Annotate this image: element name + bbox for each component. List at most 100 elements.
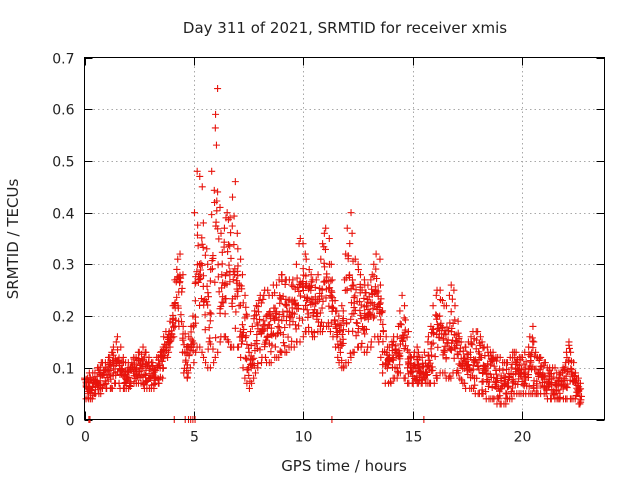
data-point bbox=[283, 348, 291, 356]
data-point bbox=[273, 281, 281, 289]
data-point bbox=[362, 325, 370, 333]
data-point bbox=[238, 321, 246, 329]
data-point bbox=[221, 272, 229, 280]
data-point bbox=[295, 287, 303, 295]
data-point bbox=[114, 356, 122, 364]
data-point bbox=[422, 368, 430, 376]
data-point bbox=[396, 307, 404, 315]
data-point bbox=[212, 141, 220, 149]
data-point bbox=[361, 330, 369, 338]
data-point bbox=[302, 255, 310, 263]
data-point bbox=[233, 277, 241, 285]
data-point bbox=[369, 304, 377, 312]
data-point bbox=[294, 304, 302, 312]
data-point bbox=[532, 365, 540, 373]
data-point bbox=[470, 384, 478, 392]
data-point bbox=[218, 248, 226, 256]
data-point bbox=[331, 297, 339, 305]
data-point bbox=[301, 250, 309, 258]
data-point bbox=[525, 382, 533, 390]
data-point bbox=[425, 361, 433, 369]
data-point bbox=[212, 334, 220, 342]
data-point bbox=[327, 260, 335, 268]
y-tick-label: 0.1 bbox=[52, 362, 74, 378]
data-point bbox=[227, 254, 235, 262]
data-point bbox=[299, 287, 307, 295]
data-point bbox=[355, 324, 363, 332]
data-point bbox=[159, 364, 167, 372]
data-point bbox=[512, 348, 520, 356]
data-point bbox=[358, 339, 366, 347]
data-point bbox=[178, 288, 186, 296]
data-point bbox=[468, 341, 476, 349]
data-point bbox=[172, 316, 180, 324]
data-point bbox=[142, 348, 150, 356]
data-point bbox=[198, 348, 206, 356]
data-point bbox=[565, 344, 573, 352]
data-point bbox=[183, 373, 191, 381]
data-point bbox=[170, 333, 178, 341]
data-point bbox=[196, 343, 204, 351]
data-point bbox=[350, 348, 358, 356]
data-point bbox=[214, 85, 222, 93]
data-point bbox=[405, 359, 413, 367]
data-point bbox=[263, 333, 271, 341]
data-point bbox=[448, 295, 456, 303]
data-point bbox=[474, 362, 482, 370]
data-point bbox=[312, 276, 320, 284]
data-point bbox=[211, 124, 219, 132]
data-point bbox=[529, 344, 537, 352]
data-point bbox=[323, 270, 331, 278]
data-point bbox=[528, 334, 536, 342]
data-point bbox=[333, 307, 341, 315]
y-tick-label: 0.3 bbox=[52, 258, 74, 274]
data-point bbox=[347, 209, 355, 217]
data-point bbox=[299, 240, 307, 248]
axis-ticks bbox=[84, 57, 605, 421]
data-point bbox=[487, 361, 495, 369]
data-point bbox=[340, 362, 348, 370]
data-point bbox=[339, 315, 347, 323]
data-point bbox=[442, 331, 450, 339]
data-point bbox=[356, 307, 364, 315]
data-point bbox=[206, 317, 214, 325]
data-point bbox=[257, 299, 265, 307]
data-point bbox=[456, 374, 464, 382]
data-point bbox=[449, 319, 457, 327]
data-point bbox=[496, 365, 504, 373]
data-point bbox=[271, 289, 279, 297]
data-point bbox=[192, 319, 200, 327]
data-point bbox=[493, 357, 501, 365]
data-point bbox=[282, 317, 290, 325]
data-point bbox=[322, 294, 330, 302]
y-tick-label: 0 bbox=[66, 414, 75, 430]
data-point bbox=[234, 245, 242, 253]
data-point bbox=[302, 301, 310, 309]
data-point bbox=[407, 367, 415, 375]
data-point bbox=[218, 271, 226, 279]
data-point bbox=[576, 392, 584, 400]
data-point bbox=[254, 360, 262, 368]
data-point bbox=[260, 317, 268, 325]
data-point bbox=[367, 276, 375, 284]
data-point bbox=[197, 260, 205, 268]
data-point bbox=[367, 338, 375, 346]
data-point bbox=[482, 388, 490, 396]
data-point bbox=[268, 331, 276, 339]
data-point bbox=[446, 345, 454, 353]
data-point bbox=[436, 312, 444, 320]
data-point bbox=[288, 337, 296, 345]
data-point bbox=[247, 342, 255, 350]
data-point bbox=[276, 347, 284, 355]
data-point bbox=[194, 278, 202, 286]
y-tick-label: 0.6 bbox=[52, 103, 74, 119]
data-point bbox=[288, 281, 296, 289]
data-point bbox=[486, 370, 494, 378]
data-point bbox=[469, 365, 477, 373]
data-point bbox=[344, 359, 352, 367]
data-point bbox=[178, 318, 186, 326]
data-point bbox=[309, 312, 317, 320]
data-point bbox=[420, 348, 428, 356]
data-point bbox=[278, 277, 286, 285]
